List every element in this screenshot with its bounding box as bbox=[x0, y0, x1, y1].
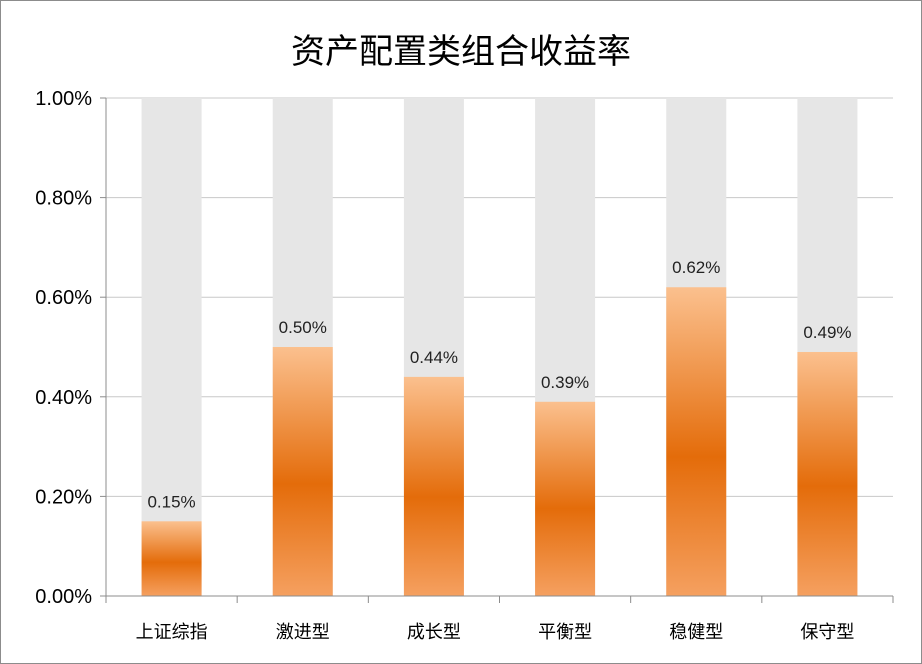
background-bar bbox=[141, 98, 202, 596]
bar bbox=[535, 401, 596, 596]
grid-layer bbox=[106, 97, 893, 497]
bar bbox=[272, 347, 333, 596]
bars bbox=[141, 287, 858, 596]
data-label: 0.62% bbox=[672, 258, 720, 277]
x-tick-label: 保守型 bbox=[800, 622, 854, 643]
bar bbox=[403, 376, 464, 596]
bar bbox=[797, 351, 858, 596]
x-tick-label: 上证综指 bbox=[136, 622, 208, 643]
y-tick-label: 0.60% bbox=[35, 287, 92, 309]
y-tick-label: 0.20% bbox=[35, 486, 92, 508]
data-label: 0.44% bbox=[410, 348, 458, 367]
x-tick-label: 成长型 bbox=[407, 622, 461, 643]
x-tick-label: 激进型 bbox=[276, 622, 330, 643]
x-tick-label: 平衡型 bbox=[538, 622, 592, 643]
y-tick-label: 0.80% bbox=[35, 188, 92, 210]
data-label: 0.39% bbox=[541, 373, 589, 392]
axes: 0.00% 0.20% 0.40% 0.60% 0.80% 1.00% 上证综指 激进型 成长型… bbox=[35, 88, 894, 643]
data-label: 0.50% bbox=[279, 318, 327, 337]
bar bbox=[666, 287, 727, 596]
y-tick-label: 0.40% bbox=[35, 387, 92, 409]
data-label: 0.15% bbox=[147, 492, 195, 511]
y-tick-label: 0.00% bbox=[35, 586, 92, 608]
bar bbox=[141, 521, 202, 596]
y-tick-label: 1.00% bbox=[35, 88, 92, 110]
data-label: 0.49% bbox=[803, 323, 851, 342]
chart-title: 资产配置类组合收益率 bbox=[291, 32, 631, 72]
data-labels: 0.15% 0.50% 0.44% 0.39% 0.62% 0.49% bbox=[147, 258, 851, 511]
background-bars bbox=[141, 98, 858, 596]
x-tick-label: 稳健型 bbox=[669, 622, 723, 643]
